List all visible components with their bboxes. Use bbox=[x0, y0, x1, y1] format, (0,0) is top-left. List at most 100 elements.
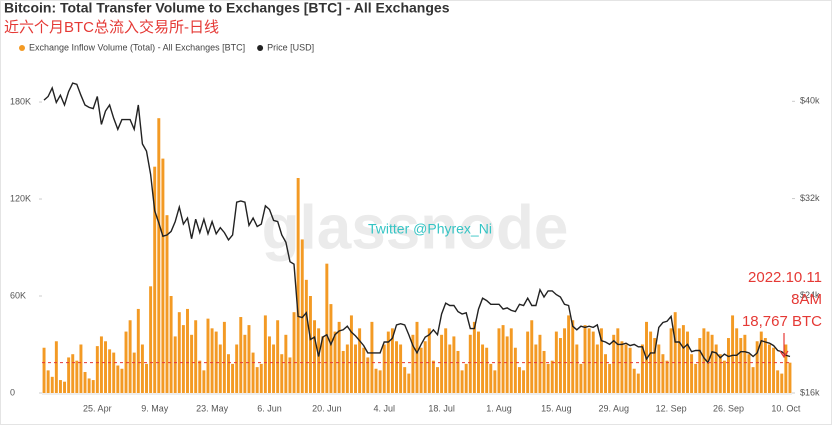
bar bbox=[354, 344, 357, 393]
bar bbox=[776, 370, 780, 393]
bar bbox=[628, 347, 632, 393]
bar bbox=[161, 158, 165, 393]
bar bbox=[231, 363, 235, 393]
bar bbox=[263, 315, 267, 393]
bar bbox=[759, 331, 763, 393]
bar bbox=[267, 336, 271, 393]
x-tick-label: 10. Oct bbox=[771, 403, 801, 413]
chart-subtitle: 近六个月BTC总流入交易所-日线 bbox=[4, 18, 219, 36]
bar bbox=[505, 336, 509, 393]
bar bbox=[235, 344, 239, 393]
bar bbox=[157, 118, 161, 393]
bar bbox=[616, 328, 620, 393]
bar bbox=[210, 328, 214, 393]
bar bbox=[329, 304, 333, 393]
bar bbox=[526, 331, 530, 393]
bar bbox=[718, 354, 722, 393]
bar bbox=[788, 362, 792, 393]
annotation: 8AM bbox=[791, 291, 822, 308]
bar bbox=[386, 331, 390, 393]
bar bbox=[608, 363, 612, 393]
bar bbox=[620, 341, 624, 393]
bar bbox=[54, 341, 58, 393]
bar bbox=[186, 308, 189, 393]
x-tick-label: 23. May bbox=[196, 403, 229, 413]
x-tick-label: 9. May bbox=[141, 403, 169, 413]
bar bbox=[501, 325, 505, 393]
bar bbox=[288, 357, 292, 393]
bar bbox=[427, 328, 431, 393]
bar bbox=[300, 239, 304, 393]
bar bbox=[579, 363, 583, 393]
bar bbox=[632, 368, 636, 393]
bar bbox=[567, 315, 571, 393]
bar bbox=[399, 344, 403, 393]
bar bbox=[190, 334, 194, 393]
bar bbox=[325, 263, 329, 393]
bar bbox=[378, 370, 382, 393]
bar bbox=[366, 357, 370, 393]
bar bbox=[403, 367, 407, 393]
bar bbox=[767, 344, 771, 393]
bar bbox=[661, 354, 665, 393]
bar bbox=[464, 363, 468, 393]
bar bbox=[472, 321, 476, 393]
bar bbox=[423, 341, 427, 393]
bar bbox=[206, 318, 210, 393]
bar bbox=[563, 328, 567, 393]
bar bbox=[636, 373, 640, 393]
bar bbox=[116, 365, 120, 393]
bar bbox=[272, 344, 276, 393]
bar bbox=[243, 334, 247, 393]
bar bbox=[604, 354, 607, 393]
bar bbox=[686, 331, 689, 393]
bar bbox=[194, 320, 198, 393]
bar bbox=[181, 325, 185, 393]
bar bbox=[460, 370, 464, 393]
bar bbox=[91, 380, 95, 393]
bar bbox=[304, 279, 308, 393]
bar bbox=[436, 367, 439, 393]
bar bbox=[95, 346, 99, 393]
bar bbox=[165, 215, 169, 393]
bar bbox=[722, 360, 726, 393]
x-tick-label: 15. Aug bbox=[541, 403, 572, 413]
bar bbox=[571, 320, 575, 393]
bar bbox=[681, 325, 685, 393]
bar bbox=[112, 352, 116, 393]
bar bbox=[120, 368, 124, 393]
bar bbox=[739, 338, 743, 393]
bar bbox=[317, 328, 321, 393]
bar bbox=[513, 347, 517, 393]
bar bbox=[583, 325, 587, 393]
bar bbox=[530, 320, 534, 393]
plot: 0 60K 120K 180K $16k $24k $32k $40k 25. Apr 9. Ma… bbox=[10, 82, 820, 413]
bar bbox=[727, 338, 730, 393]
bar bbox=[554, 331, 558, 393]
annotation: 18,767 BTC bbox=[742, 313, 822, 330]
bar bbox=[99, 336, 103, 393]
bar bbox=[780, 373, 784, 393]
bar bbox=[489, 363, 493, 393]
annotation: 2022.10.11 bbox=[748, 269, 822, 286]
bar bbox=[411, 334, 415, 393]
bar bbox=[333, 331, 337, 393]
bar bbox=[58, 380, 62, 393]
bar bbox=[284, 334, 288, 393]
bar bbox=[587, 328, 591, 393]
bar bbox=[751, 367, 755, 393]
bar bbox=[714, 344, 718, 393]
x-tick-label: 26. Sep bbox=[713, 403, 744, 413]
bar bbox=[731, 315, 735, 393]
bar bbox=[218, 344, 222, 393]
y2-tick-label: $24k bbox=[800, 290, 820, 300]
bar bbox=[509, 328, 513, 393]
y2-tick-label: $32k bbox=[800, 193, 820, 203]
bar bbox=[694, 363, 698, 393]
bar bbox=[280, 354, 284, 393]
bar bbox=[140, 344, 144, 393]
bar bbox=[440, 334, 444, 393]
bar bbox=[108, 349, 112, 393]
bar bbox=[321, 336, 325, 393]
